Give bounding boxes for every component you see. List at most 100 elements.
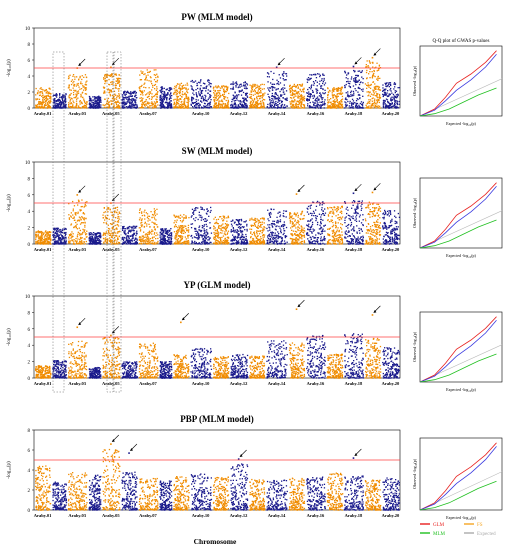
snp-point	[234, 82, 237, 84]
snp-point	[326, 104, 329, 106]
snp-point	[39, 243, 41, 245]
snp-point	[252, 100, 255, 102]
snp-point	[151, 237, 153, 239]
x-tick-label: Araby.12	[230, 111, 248, 116]
snp-point	[69, 99, 72, 101]
snp-point	[69, 235, 71, 237]
snp-point	[179, 98, 182, 100]
snp-point	[143, 90, 145, 92]
snp-point	[251, 87, 253, 90]
snp-point	[350, 90, 353, 92]
snp-point	[135, 107, 137, 109]
snp-point	[313, 84, 315, 86]
snp-point	[226, 86, 228, 89]
snp-point	[372, 103, 375, 105]
snp-point	[54, 242, 56, 244]
snp-point	[142, 107, 145, 109]
snp-point	[123, 242, 125, 244]
snp-point	[115, 87, 117, 89]
snp-point	[206, 104, 208, 107]
snp-point	[371, 77, 374, 79]
snp-point	[39, 241, 41, 243]
snp-point	[294, 100, 296, 102]
snp-point	[364, 83, 367, 85]
snp-point	[146, 69, 148, 71]
snp-point	[94, 105, 96, 107]
snp-point	[81, 237, 83, 239]
snp-point	[176, 99, 178, 101]
snp-point	[240, 90, 242, 92]
snp-point	[232, 81, 234, 83]
snp-point	[84, 93, 86, 95]
snp-point	[173, 91, 175, 94]
snp-point	[276, 97, 278, 99]
snp-point	[122, 239, 125, 241]
snp-point	[95, 237, 97, 239]
snp-point	[178, 98, 181, 100]
snp-point	[295, 102, 297, 105]
snp-point	[132, 227, 134, 229]
snp-point	[231, 107, 233, 109]
snp-point	[85, 106, 87, 108]
snp-point	[176, 243, 179, 245]
snp-point	[167, 106, 169, 108]
snp-point	[68, 234, 71, 236]
snp-point	[126, 227, 128, 229]
snp-point	[349, 86, 351, 88]
snp-point	[65, 104, 67, 106]
snp-point	[384, 105, 387, 107]
snp-point	[180, 88, 182, 90]
snp-point	[131, 226, 133, 228]
snp-point	[130, 91, 132, 93]
snp-point	[378, 101, 380, 104]
snp-point	[128, 97, 130, 99]
snp-point	[89, 99, 91, 101]
snp-point	[368, 86, 370, 88]
snp-point	[140, 70, 142, 72]
snp-point	[171, 107, 173, 109]
snp-point	[320, 95, 322, 97]
snp-point	[64, 96, 66, 98]
snp-point	[275, 89, 277, 91]
snp-point	[207, 102, 209, 105]
snp-point	[202, 95, 204, 97]
snp-point	[215, 86, 217, 88]
snp-point	[375, 88, 377, 90]
snp-point	[42, 101, 44, 103]
snp-point	[139, 230, 142, 232]
snp-point	[183, 101, 185, 103]
snp-point	[303, 91, 305, 93]
snp-point	[309, 93, 311, 95]
snp-point	[202, 107, 204, 109]
snp-point	[140, 241, 142, 243]
snp-point	[139, 86, 141, 88]
snp-point	[182, 87, 184, 90]
snp-point	[47, 103, 49, 105]
snp-point	[169, 232, 172, 234]
snp-point	[69, 105, 72, 108]
snp-point	[177, 96, 179, 98]
snp-point	[72, 75, 74, 77]
snp-point	[315, 80, 317, 82]
snp-point	[382, 105, 385, 108]
snp-point	[269, 87, 272, 89]
snp-point	[49, 101, 51, 104]
snp-point	[54, 243, 56, 245]
snp-point	[275, 104, 278, 106]
snp-point	[357, 107, 359, 109]
snp-point	[213, 101, 216, 103]
snp-point	[58, 231, 61, 233]
snp-point	[256, 107, 258, 109]
snp-point	[156, 86, 158, 88]
snp-point	[217, 107, 219, 109]
snp-point	[296, 84, 299, 87]
snp-point	[95, 234, 98, 236]
snp-point	[195, 93, 198, 95]
snp-point	[94, 100, 96, 102]
snp-point	[183, 102, 186, 105]
snp-point	[377, 69, 379, 71]
snp-point	[74, 78, 76, 80]
snp-point	[78, 105, 80, 107]
snp-point	[104, 81, 107, 83]
snp-point	[261, 100, 264, 102]
